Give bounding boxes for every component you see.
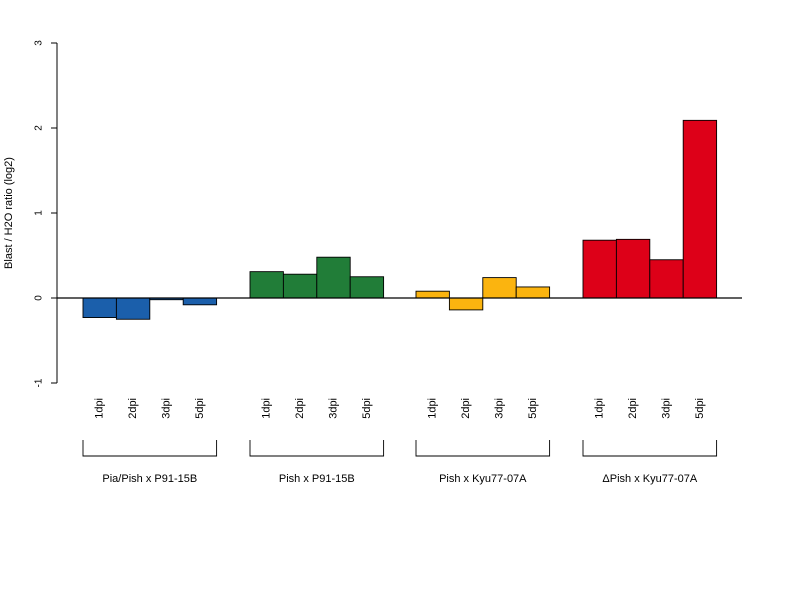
bar [415, 290, 450, 299]
group-bracket [415, 440, 551, 457]
x-tick-label: 5dpi [527, 398, 539, 419]
group-bracket [249, 440, 385, 457]
group-bracket [582, 440, 718, 457]
bar [582, 239, 617, 299]
group-bracket [82, 440, 218, 457]
x-tick-label: 5dpi [361, 398, 373, 419]
x-tick-label: 3dpi [493, 398, 505, 419]
bar [182, 297, 218, 306]
x-tick-label: 1dpi [261, 398, 273, 419]
bar [515, 286, 551, 299]
bar [649, 259, 684, 299]
x-tick-label: 5dpi [194, 398, 206, 419]
x-tick-label: 5dpi [694, 398, 706, 419]
y-axis: -1 0 1 2 3 [34, 40, 58, 387]
bar [115, 297, 151, 320]
group-label: Pish x P91-15B [279, 473, 355, 485]
group-label: Pish x Kyu77-07A [439, 473, 527, 485]
y-tick-label: 1 [34, 210, 45, 216]
y-tick-label: 3 [34, 40, 45, 46]
x-tick-label: 1dpi [594, 398, 606, 419]
y-axis-label: Blast / H2O ratio (log2) [3, 157, 15, 269]
bar [482, 277, 517, 299]
group-label: Pia/Pish x P91-15B [102, 473, 197, 485]
x-tick-label: 3dpi [660, 398, 672, 419]
x-tick-label: 2dpi [627, 398, 639, 419]
bar [282, 273, 318, 299]
x-tick-label: 1dpi [94, 398, 106, 419]
x-tick-labels: 1dpi 2dpi 3dpi 5dpi 1dpi 2dpi 3dpi 5dpi 1dpi 2dpi… [94, 398, 706, 419]
bars-layer [82, 119, 718, 320]
bar [448, 297, 484, 311]
bar [249, 271, 284, 299]
x-tick-label: 1dpi [427, 398, 439, 419]
y-tick-label: -1 [34, 378, 45, 387]
group-label: ΔPish x Kyu77-07A [602, 473, 697, 485]
bar [316, 256, 351, 299]
y-tick-label: 0 [34, 295, 45, 301]
x-tick-label: 2dpi [460, 398, 472, 419]
y-tick-label: 2 [34, 125, 45, 131]
bar [349, 276, 385, 299]
x-tick-label: 3dpi [160, 398, 172, 419]
bar [82, 297, 117, 318]
x-tick-label: 3dpi [327, 398, 339, 419]
bar [682, 119, 718, 299]
x-tick-label: 2dpi [127, 398, 139, 419]
bar [615, 238, 651, 299]
x-tick-label: 2dpi [294, 398, 306, 419]
group-brackets: Pia/Pish x P91-15B Pish x P91-15B Pish x K… [82, 440, 718, 485]
